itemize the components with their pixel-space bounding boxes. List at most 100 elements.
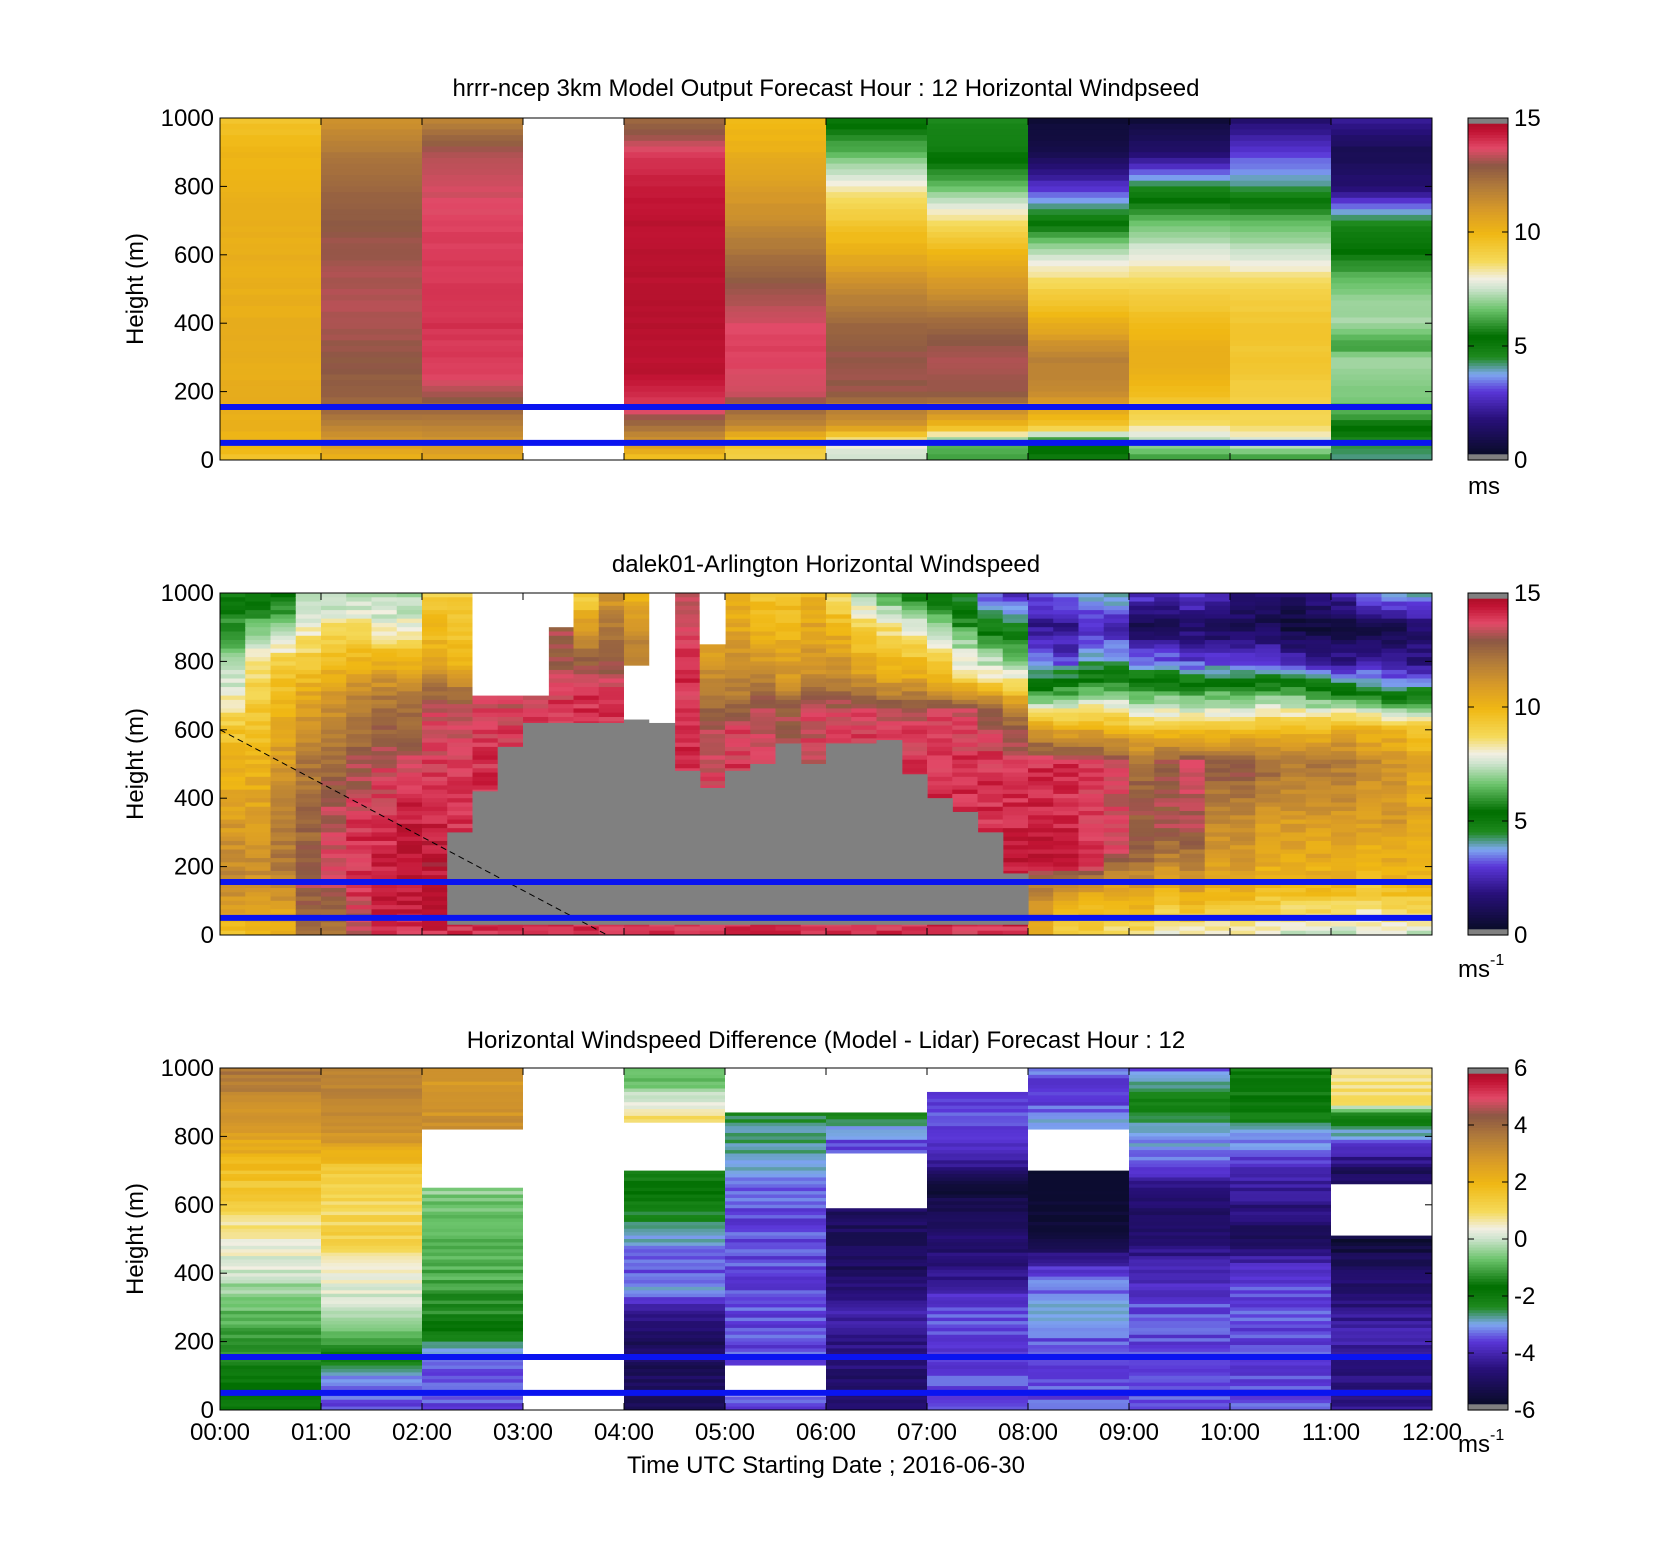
heatmap-cell	[321, 597, 347, 603]
heatmap-cell	[1230, 905, 1256, 910]
heatmap-cell	[1356, 811, 1383, 816]
heatmap-cell	[321, 819, 347, 825]
heatmap-cell	[927, 729, 953, 735]
heatmap-cell	[422, 277, 524, 284]
heatmap-cell	[295, 840, 322, 846]
colorbar-swatch	[1468, 915, 1508, 919]
heatmap-cell	[346, 811, 373, 816]
heatmap-cell	[977, 789, 1004, 795]
heatmap-cell	[1406, 806, 1432, 812]
heatmap-cell	[523, 425, 625, 433]
heatmap-cell	[371, 622, 398, 628]
heatmap-cell	[346, 840, 373, 846]
heatmap-cell	[321, 448, 423, 455]
heatmap-cell	[1305, 845, 1332, 851]
heatmap-cell	[1028, 614, 1054, 620]
heatmap-cell	[270, 665, 297, 671]
heatmap-cell	[1053, 627, 1080, 633]
heatmap-cell	[321, 209, 423, 216]
heatmap-cell	[1179, 802, 1206, 808]
heatmap-cell	[901, 751, 928, 757]
heatmap-cell	[1356, 605, 1383, 611]
heatmap-cell	[1230, 789, 1256, 795]
heatmap-cell	[876, 729, 903, 735]
heatmap-cell	[321, 197, 423, 205]
heatmap-cell	[270, 729, 297, 735]
heatmap-cell	[220, 197, 322, 205]
colorbar-swatch	[1468, 232, 1508, 236]
heatmap-cell	[1179, 853, 1206, 859]
heatmap-cell	[1356, 669, 1383, 675]
heatmap-cell	[1028, 802, 1054, 808]
heatmap-cell	[1028, 351, 1130, 358]
heatmap-cell	[927, 789, 953, 795]
colorbar-swatch	[1468, 855, 1508, 859]
heatmap-cell	[1053, 853, 1080, 859]
heatmap-cell	[1331, 601, 1357, 607]
heatmap-cell	[826, 374, 928, 381]
heatmap-cell	[1002, 870, 1029, 876]
heatmap-cell	[876, 669, 903, 675]
heatmap-cell	[1230, 738, 1256, 744]
heatmap-cell	[270, 909, 297, 915]
heatmap-cell	[1028, 665, 1054, 671]
heatmap-cell	[295, 682, 322, 688]
colorbar-swatch	[1468, 764, 1508, 768]
heatmap-cell	[447, 785, 474, 791]
heatmap-cell	[699, 768, 726, 774]
heatmap-cell	[1230, 802, 1256, 808]
heatmap-cell	[1053, 734, 1080, 739]
colorbar-swatch	[1468, 194, 1508, 199]
heatmap-cell	[826, 289, 928, 296]
heatmap-cell	[1305, 900, 1332, 906]
heatmap-cell	[1078, 648, 1105, 654]
heatmap-cell	[1305, 909, 1332, 915]
heatmap-cell	[220, 397, 322, 404]
heatmap-cell	[220, 1143, 322, 1148]
heatmap-cell	[220, 832, 246, 838]
heatmap-cell	[826, 249, 928, 256]
heatmap-cell	[1129, 759, 1155, 765]
heatmap-cell	[674, 601, 701, 607]
heatmap-cell	[927, 380, 1029, 387]
heatmap-cell	[321, 887, 347, 893]
heatmap-cell	[1028, 357, 1130, 364]
heatmap-cell	[1103, 896, 1130, 902]
heatmap-cell	[1305, 870, 1332, 876]
heatmap-cell	[1255, 772, 1282, 778]
heatmap-cell	[523, 397, 625, 404]
heatmap-cell	[826, 197, 928, 205]
heatmap-cell	[371, 922, 398, 928]
heatmap-cell	[1356, 849, 1383, 855]
heatmap-cell	[725, 175, 827, 182]
heatmap-cell	[1129, 368, 1231, 376]
heatmap-cell	[1204, 691, 1231, 697]
heatmap-cell	[901, 746, 928, 752]
heatmap-cell	[220, 708, 246, 714]
heatmap-cell	[826, 209, 928, 216]
heatmap-cell	[422, 789, 448, 795]
heatmap-cell	[927, 203, 1029, 210]
y-tick-label: 0	[201, 447, 214, 474]
heatmap-cell	[573, 622, 600, 628]
heatmap-cell	[1230, 691, 1256, 697]
heatmap-cell	[1129, 678, 1155, 684]
heatmap-cell	[548, 605, 575, 611]
heatmap-cell	[523, 385, 625, 393]
heatmap-cell	[295, 836, 322, 842]
heatmap-cell	[1230, 614, 1256, 620]
heatmap-cell	[1331, 317, 1432, 324]
heatmap-cell	[674, 716, 701, 722]
heatmap-cell	[220, 220, 322, 227]
heatmap-cell	[1154, 593, 1181, 598]
heatmap-cell	[826, 640, 852, 645]
heatmap-cell	[1356, 593, 1383, 598]
heatmap-cell	[220, 1139, 322, 1144]
heatmap-cell	[826, 334, 928, 341]
heatmap-cell	[220, 618, 246, 624]
heatmap-cell	[1381, 631, 1408, 637]
heatmap-cell	[1053, 712, 1080, 718]
heatmap-cell	[447, 627, 474, 633]
heatmap-cell	[1356, 708, 1383, 714]
colorbar-swatch	[1468, 400, 1508, 404]
